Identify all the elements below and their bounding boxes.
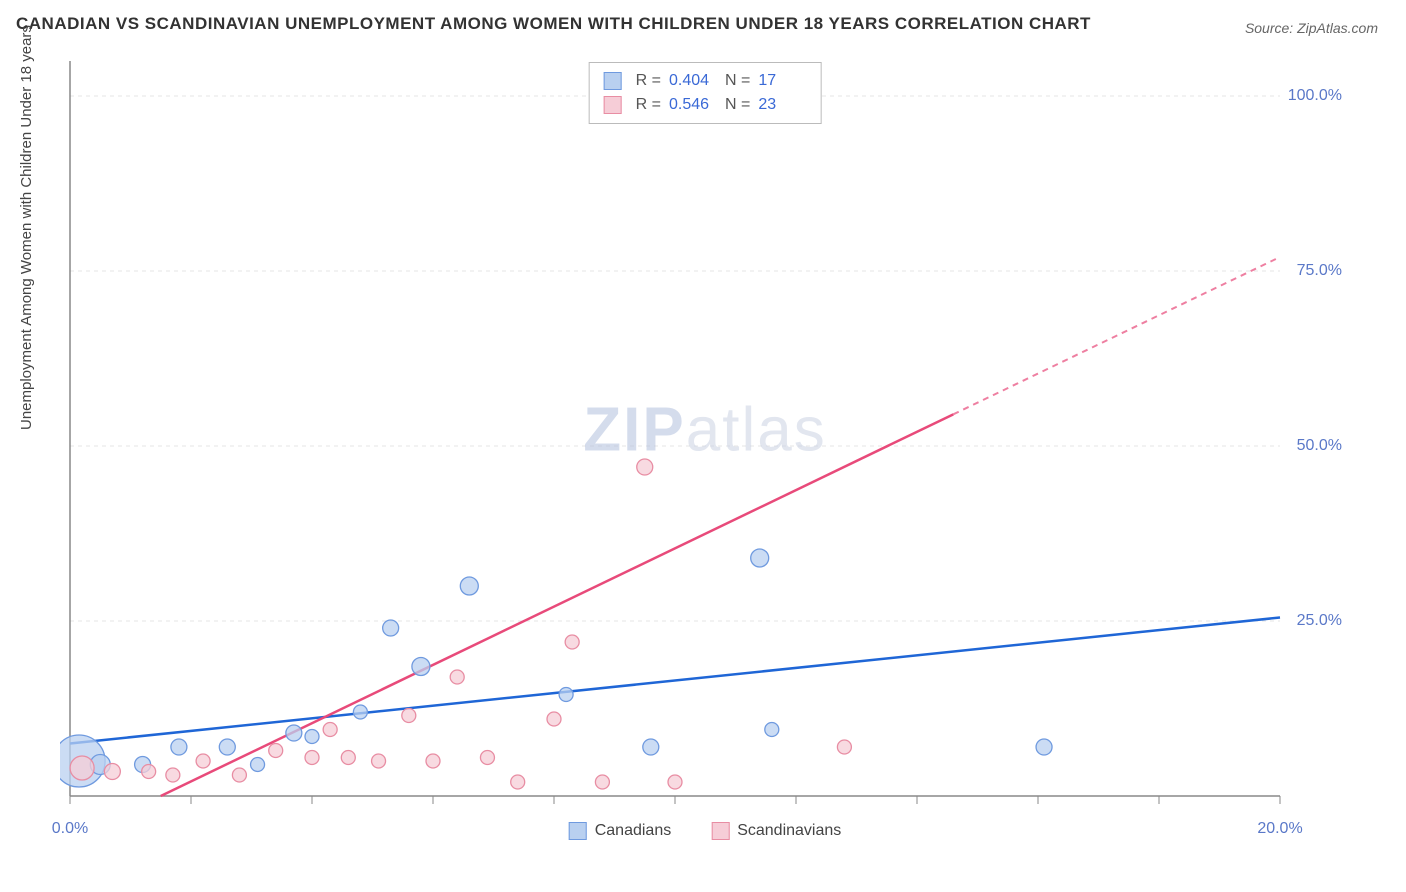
swatch-scandinavians-icon	[711, 822, 729, 840]
legend-n-value-canadians: 17	[758, 69, 806, 93]
legend-n-label: N =	[725, 93, 750, 117]
legend-r-value-scandinavians: 0.546	[669, 93, 717, 117]
legend-r-label: R =	[636, 93, 661, 117]
source-label: Source: ZipAtlas.com	[1245, 20, 1378, 36]
legend-item-canadians: Canadians	[569, 822, 672, 840]
legend-series: Canadians Scandinavians	[569, 822, 842, 840]
x-tick-label: 20.0%	[1257, 820, 1302, 838]
y-tick-label: 100.0%	[1288, 87, 1342, 105]
swatch-scandinavians-icon	[604, 96, 622, 114]
legend-label-scandinavians: Scandinavians	[737, 822, 841, 840]
legend-stats: R = 0.404 N = 17 R = 0.546 N = 23	[589, 62, 822, 124]
legend-stats-row-canadians: R = 0.404 N = 17	[604, 69, 807, 93]
legend-n-label: N =	[725, 69, 750, 93]
legend-item-scandinavians: Scandinavians	[711, 822, 841, 840]
legend-stats-row-scandinavians: R = 0.546 N = 23	[604, 93, 807, 117]
legend-label-canadians: Canadians	[595, 822, 672, 840]
x-tick-label: 0.0%	[52, 820, 88, 838]
legend-r-value-canadians: 0.404	[669, 69, 717, 93]
swatch-canadians-icon	[569, 822, 587, 840]
legend-n-value-scandinavians: 23	[758, 93, 806, 117]
y-axis-label: Unemployment Among Women with Children U…	[18, 25, 35, 430]
legend-r-label: R =	[636, 69, 661, 93]
y-tick-label: 75.0%	[1297, 262, 1342, 280]
chart-title: CANADIAN VS SCANDINAVIAN UNEMPLOYMENT AM…	[16, 14, 1091, 34]
y-tick-label: 25.0%	[1297, 612, 1342, 630]
plot-area: ZIPatlas R = 0.404 N = 17 R = 0.546 N = …	[60, 56, 1350, 836]
swatch-canadians-icon	[604, 72, 622, 90]
y-tick-label: 50.0%	[1297, 437, 1342, 455]
scatter-chart	[60, 56, 1350, 836]
